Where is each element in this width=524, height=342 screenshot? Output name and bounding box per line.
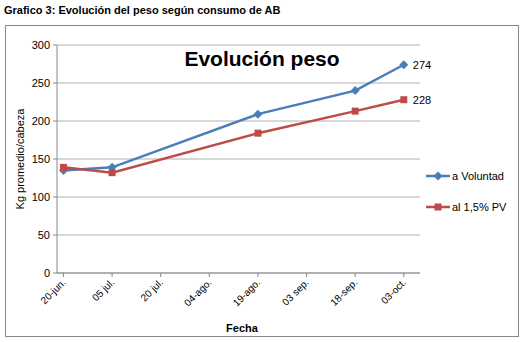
x-tick xyxy=(355,273,356,277)
x-tick xyxy=(112,273,113,277)
y-tick xyxy=(53,197,57,198)
x-tick-label: 03 sep. xyxy=(280,277,311,308)
grid-line xyxy=(57,235,420,236)
x-tick-label: 18-sep. xyxy=(328,277,359,308)
x-tick xyxy=(160,273,161,277)
x-tick xyxy=(209,273,210,277)
y-tick xyxy=(53,83,57,84)
y-tick-label: 0 xyxy=(44,267,50,279)
x-axis-label: Fecha xyxy=(226,322,259,334)
grid-line xyxy=(57,45,420,46)
y-tick xyxy=(53,121,57,122)
series-line xyxy=(63,100,403,173)
data-point xyxy=(253,110,262,119)
x-tick-label: 20 jul. xyxy=(138,277,165,304)
y-axis-label: Kg promedio/cabeza xyxy=(14,108,26,210)
data-point xyxy=(351,86,360,95)
x-tick xyxy=(306,273,307,277)
data-point xyxy=(400,96,407,103)
data-point xyxy=(399,60,408,69)
legend: a Voluntad al 1,5% PV xyxy=(426,170,507,213)
grid-line xyxy=(57,197,420,198)
data-point xyxy=(352,108,359,115)
caption: Grafico 3: Evolución del peso según cons… xyxy=(4,4,281,16)
series-line xyxy=(63,65,403,171)
data-point xyxy=(254,130,261,137)
y-tick-label: 100 xyxy=(32,191,50,203)
x-tick-label: 03-oct. xyxy=(379,277,408,306)
annotation: 228 xyxy=(413,94,431,106)
x-tick xyxy=(403,273,404,277)
data-point xyxy=(60,164,67,171)
y-tick xyxy=(53,273,57,274)
grid-line xyxy=(57,83,420,84)
chart-title: Evolución peso xyxy=(184,47,339,70)
legend-label: a Voluntad xyxy=(452,170,504,182)
y-tick xyxy=(53,159,57,160)
y-axis xyxy=(57,45,58,273)
legend-marker xyxy=(435,204,442,211)
annotation: 274 xyxy=(413,59,431,71)
x-tick-label: 19-ago. xyxy=(231,277,263,309)
chart-frame xyxy=(6,26,519,337)
y-tick-label: 250 xyxy=(32,77,50,89)
x-tick-label: 20-jun. xyxy=(38,277,67,306)
x-tick-label: 05 jul. xyxy=(90,277,117,304)
x-tick xyxy=(63,273,64,277)
legend-marker xyxy=(434,172,443,181)
x-axis xyxy=(57,273,420,274)
y-tick-label: 200 xyxy=(32,115,50,127)
x-tick-label: 04-ago. xyxy=(182,277,214,309)
y-tick-label: 150 xyxy=(32,153,50,165)
plot-area xyxy=(59,60,408,176)
y-tick-label: 300 xyxy=(32,39,50,51)
y-tick xyxy=(53,235,57,236)
y-tick-label: 50 xyxy=(38,229,50,241)
grid-line xyxy=(57,159,420,160)
x-tick xyxy=(257,273,258,277)
chart: Grafico 3: Evolución del peso según cons… xyxy=(0,0,524,342)
grid-line xyxy=(57,273,420,274)
legend-label: al 1,5% PV xyxy=(452,201,507,213)
data-point xyxy=(109,169,116,176)
y-tick xyxy=(53,45,57,46)
